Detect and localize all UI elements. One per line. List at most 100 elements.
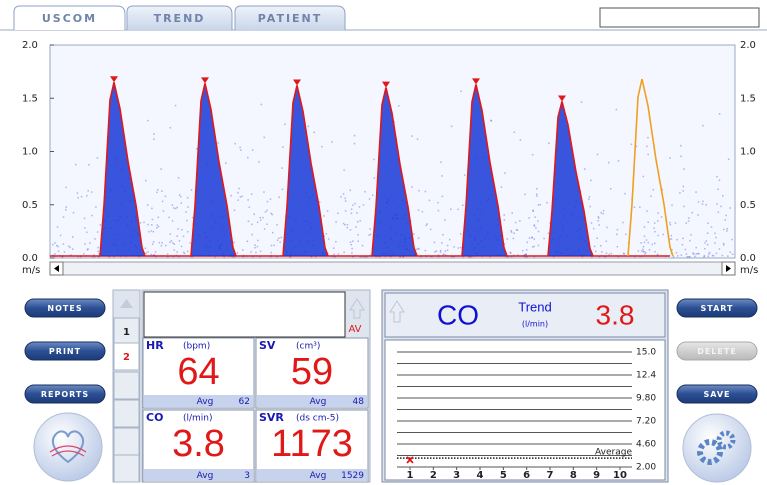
speckle (441, 242, 443, 244)
speckle (501, 186, 503, 188)
speckle (697, 214, 699, 216)
screen: USCOMTRENDPATIENT0.00.00.50.51.01.01.51.… (0, 0, 767, 485)
speckle (168, 217, 170, 219)
speckle (504, 219, 506, 221)
speckle (152, 243, 154, 245)
speckle (91, 215, 93, 217)
speckle (411, 186, 413, 188)
speckle (254, 247, 256, 249)
speckle (170, 127, 172, 129)
speckle (506, 238, 508, 240)
speckle (65, 209, 67, 211)
speckle (173, 249, 175, 251)
speckle (240, 149, 242, 151)
beat-cell[interactable] (114, 455, 139, 482)
speckle (411, 135, 413, 137)
speckle (146, 252, 148, 254)
speckle (337, 212, 339, 214)
speckle (591, 222, 593, 224)
speckle (606, 253, 608, 255)
speckle (646, 146, 648, 148)
speckle (438, 210, 440, 212)
beat-cell[interactable] (114, 372, 139, 399)
speckle (81, 196, 83, 198)
speckle (254, 244, 256, 246)
speckle (172, 220, 174, 222)
speckle (370, 234, 372, 236)
x-tick-label: 6 (523, 470, 530, 481)
speckle (451, 126, 453, 128)
speckle (529, 237, 531, 239)
speckle (278, 196, 280, 198)
speckle (253, 214, 255, 216)
beat-cell[interactable] (114, 400, 139, 427)
speckle (319, 201, 321, 203)
speckle (60, 235, 62, 237)
speckle (647, 221, 649, 223)
speckle (252, 234, 254, 236)
avg-label: Avg (197, 471, 214, 481)
speckle (715, 237, 717, 239)
trend-unit: (l/min) (522, 320, 548, 329)
speckle (510, 252, 512, 254)
speckle (352, 240, 354, 242)
button-label: NOTES (47, 304, 82, 313)
speckle (708, 253, 710, 255)
speckle (357, 234, 359, 236)
speckle (187, 197, 189, 199)
speckle (97, 247, 99, 249)
speckle (153, 231, 155, 233)
beat-cell[interactable] (114, 428, 139, 455)
speckle (677, 255, 679, 257)
speckle (265, 211, 267, 213)
speckle (702, 201, 704, 203)
speckle (417, 248, 419, 250)
speckle (251, 224, 253, 226)
speckle (167, 253, 169, 255)
param-name: SV (259, 339, 276, 352)
speckle (97, 157, 99, 159)
speckle (327, 210, 329, 212)
speckle (669, 157, 671, 159)
speckle (682, 244, 684, 246)
button-label: START (700, 304, 733, 313)
speckle (729, 207, 731, 209)
y-tick-label-right: 1.5 (740, 93, 756, 104)
speckle (192, 217, 194, 219)
speckle (533, 246, 535, 248)
speckle (83, 253, 85, 255)
speckle (185, 211, 187, 213)
param-name: HR (146, 339, 164, 352)
speckle (158, 226, 160, 228)
speckle (616, 109, 618, 111)
speckle (359, 206, 361, 208)
speckle (697, 253, 699, 255)
speckle (242, 249, 244, 251)
speckle (58, 251, 60, 253)
y-tick-label: 15.0 (636, 348, 656, 358)
speckle (350, 242, 352, 244)
speckle (720, 206, 722, 208)
scrollbar[interactable] (50, 262, 735, 275)
notes-box[interactable] (144, 292, 345, 337)
speckle (426, 223, 428, 225)
speckle (706, 240, 708, 242)
speckle (434, 242, 436, 244)
speckle (272, 232, 274, 234)
speckle (150, 254, 152, 256)
speckle (445, 250, 447, 252)
heart-icon[interactable] (34, 413, 102, 481)
speckle (343, 193, 345, 195)
speckle (373, 159, 375, 161)
speckle (631, 144, 633, 146)
speckle (372, 194, 374, 196)
speckle (255, 252, 257, 254)
speckle (161, 242, 163, 244)
speckle (683, 206, 685, 208)
speckle (713, 255, 715, 257)
speckle (528, 217, 530, 219)
speckle (688, 220, 690, 222)
y-tick-label: 1.0 (22, 147, 38, 158)
speckle (722, 255, 724, 257)
speckle (532, 154, 534, 156)
